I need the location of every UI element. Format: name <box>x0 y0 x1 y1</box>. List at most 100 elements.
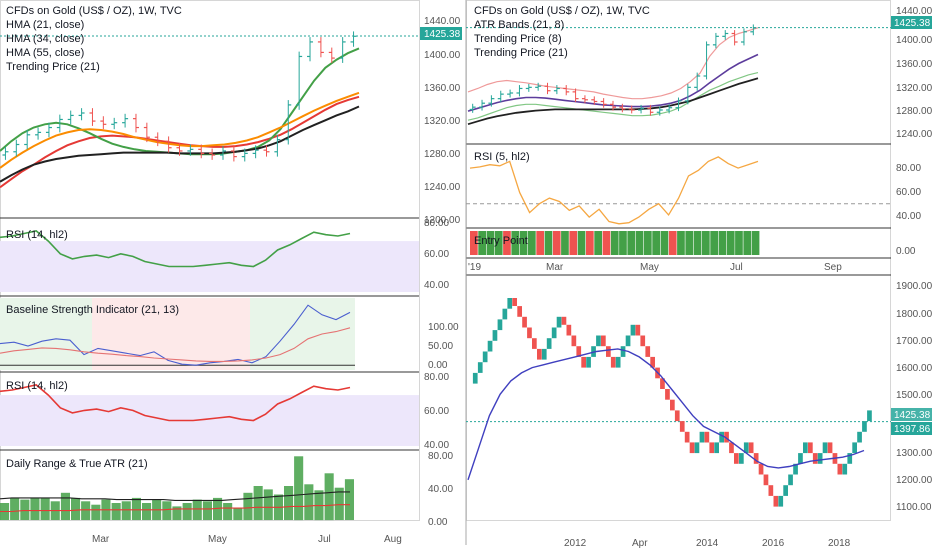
rt-entry-2 <box>486 231 495 255</box>
left-atr-bar-7 <box>71 497 81 520</box>
rb-brick-19 <box>561 316 567 325</box>
rt-entry-7 <box>528 231 536 255</box>
rb-ytick-1500: 1500.00 <box>896 390 932 401</box>
left-atr-bar-19 <box>192 499 202 520</box>
left-rsi2-ytick-60: 60.00 <box>424 406 449 417</box>
rb-brick-49 <box>709 442 715 454</box>
left-atr-bar-12 <box>121 501 131 520</box>
rb-brick-55 <box>739 453 744 464</box>
rt-ytick-1440: 1440.00 <box>896 6 932 17</box>
rb-brick-50 <box>714 442 719 454</box>
left-ytick-1280: 1280.00 <box>424 149 461 160</box>
rb-brick-81 <box>867 410 872 422</box>
rb-ytick-1900: 1900.00 <box>896 281 932 292</box>
rb-brick-17 <box>551 327 557 339</box>
rb-ytick-1100: 1100.00 <box>896 502 932 513</box>
rt-entry-23 <box>660 231 669 255</box>
left-atr-bar-14 <box>142 503 152 520</box>
rt-ytick-1400: 1400.00 <box>896 35 932 46</box>
left-legend-hma34: HMA (34, close) <box>6 33 84 45</box>
left-atr-ytick-80: 80.00 <box>428 451 453 462</box>
rb-brick-79 <box>857 431 862 443</box>
left-baseline-fast <box>0 304 351 366</box>
left-atr-bar-34 <box>344 479 354 520</box>
rb-brick-39 <box>660 378 665 389</box>
rb-brick-26 <box>596 335 601 347</box>
rb-brick-44 <box>684 431 690 443</box>
rt-entry-13 <box>577 231 586 255</box>
left-atr-bar-20 <box>202 501 212 520</box>
left-ytick-1240: 1240.00 <box>424 182 461 193</box>
rt-entry-32 <box>735 231 743 255</box>
left-rsi2-ytick-80: 80.00 <box>424 372 449 383</box>
rb-brick-29 <box>610 356 616 368</box>
rb-brick-58 <box>753 453 759 464</box>
rb-blue-line <box>467 348 865 481</box>
left-atr-ytick-0: 0.00 <box>428 517 448 528</box>
left-price-tag: 1425.38 <box>424 29 461 40</box>
rt-entry-25 <box>677 231 685 255</box>
rb-brick-48 <box>704 431 710 443</box>
rb-brick-33 <box>630 324 636 336</box>
chart-marks <box>0 0 891 545</box>
left-atr-ytick-40: 40.00 <box>428 484 453 495</box>
left-atr-label: Daily Range & True ATR (21) <box>6 458 148 470</box>
left-atr-bar-8 <box>81 501 91 520</box>
rb-xtick-apr: Apr <box>632 538 648 549</box>
rt-entry-16 <box>602 231 611 255</box>
rb-price-tag-bg <box>891 408 932 421</box>
left-rsi1-ytick-40: 40.00 <box>424 280 449 291</box>
rt-entry-26 <box>685 231 694 255</box>
rb-price-tag: 1425.38 <box>894 410 931 421</box>
rt-entry-29 <box>710 231 718 255</box>
rb-brick-41 <box>670 399 675 411</box>
rb-brick-14 <box>537 348 542 360</box>
rt-entry-18 <box>619 231 627 255</box>
rt-entry-34 <box>751 231 760 255</box>
rb-brick-13 <box>532 338 537 349</box>
left-baseline-zone-3 <box>250 298 355 370</box>
rt-entry-24 <box>668 231 677 255</box>
left-rsi1-label: RSI (14, hl2) <box>6 229 68 241</box>
rb-brick-56 <box>743 442 749 454</box>
left-baseline-ytick-50: 50.00 <box>428 341 453 352</box>
left-atr-bar-13 <box>131 497 141 520</box>
left-xtick-may: May <box>208 534 227 545</box>
rb-xtick-2012: 2012 <box>564 538 587 549</box>
rt-xtick-mar: Mar <box>546 262 564 273</box>
left-rsi2-line <box>0 384 351 422</box>
rb-brick-8 <box>507 298 513 309</box>
rt-ytick-1240: 1240.00 <box>896 129 932 140</box>
rb-brick-21 <box>571 335 577 347</box>
rt-rsi-line <box>469 156 759 225</box>
left-xtick-mar: Mar <box>92 534 110 545</box>
left-atr-bar-33 <box>334 487 344 520</box>
rb-brick-76 <box>842 463 848 475</box>
rb-brick-1 <box>472 372 478 384</box>
rb-brick-54 <box>734 453 739 464</box>
rb-brick-35 <box>640 335 646 347</box>
left-atr-bar-23 <box>233 508 243 520</box>
left-atr-bar-4 <box>40 497 50 520</box>
rt-entry-label: Entry Point <box>474 235 528 247</box>
left-baseline-zone-1 <box>0 298 92 370</box>
rt-entry-4 <box>503 231 511 255</box>
rt-entry-11 <box>561 231 569 255</box>
left-atr-bar-11 <box>111 503 121 520</box>
left-rsi1-band <box>0 241 419 292</box>
left-atr-bar-6 <box>60 492 70 520</box>
left-atr-bar-26 <box>263 489 273 520</box>
left-rsi2-label: RSI (14, hl2) <box>6 380 68 392</box>
rt-price-tag-bg <box>891 16 932 29</box>
left-ytick-1360: 1360.00 <box>424 83 461 94</box>
left-ytick-1200: 1200.00 <box>424 215 461 226</box>
rt-entry-3 <box>494 231 503 255</box>
rb-brick-11 <box>522 316 527 328</box>
rt-entry-31 <box>726 231 735 255</box>
rb-brick-16 <box>546 338 552 349</box>
left-atr-bar-25 <box>253 486 263 520</box>
rt-entry-12 <box>569 231 578 255</box>
rt-entry-1 <box>478 231 486 255</box>
